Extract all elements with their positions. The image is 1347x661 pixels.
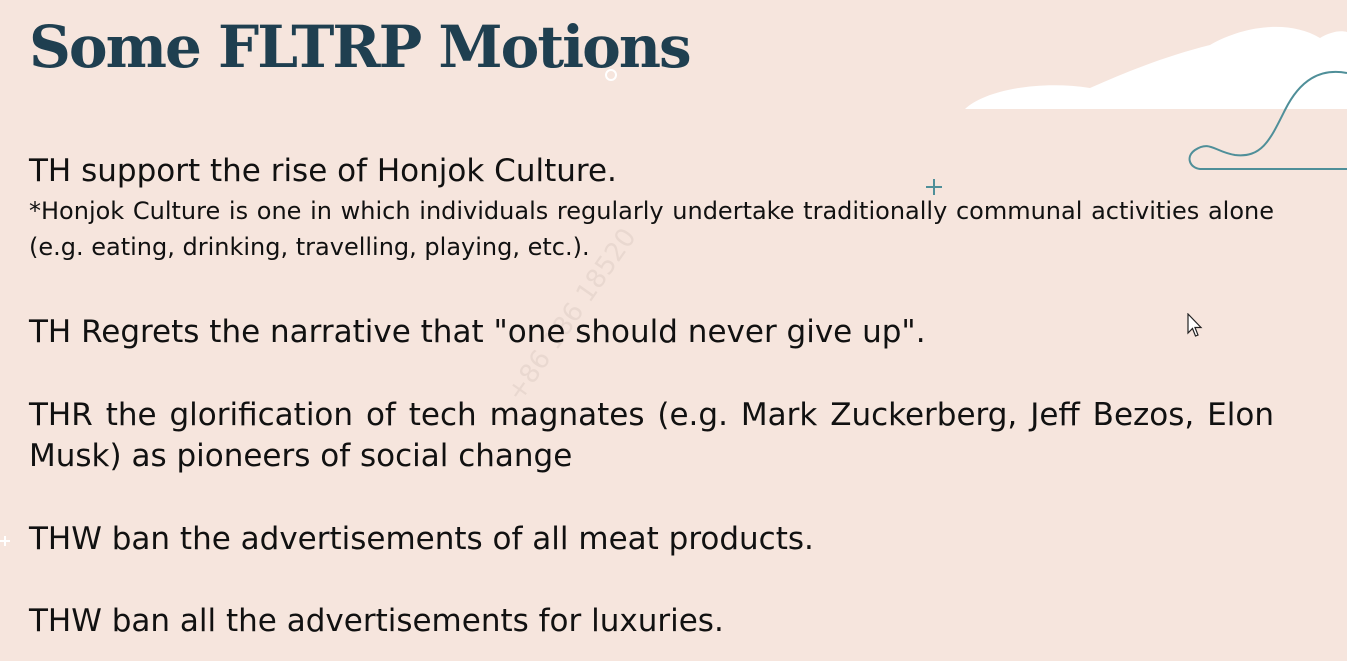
slide-title: Some FLTRP Motions — [29, 13, 692, 81]
motion-4: THW ban the advertisements of all meat p… — [29, 521, 814, 557]
cloud-shape — [965, 26, 1347, 110]
motion-1-note: *Honjok Culture is one in which individu… — [29, 197, 1274, 261]
mouse-cursor-icon — [1187, 313, 1203, 337]
sparkle-plus-left-icon — [0, 536, 10, 546]
motion-5: THW ban all the advertisements for luxur… — [29, 603, 724, 639]
motion-1: TH support the rise of Honjok Culture. — [29, 153, 617, 189]
motion-3: THR the glorification of tech magnates (… — [29, 397, 1274, 474]
motion-2: TH Regrets the narrative that "one shoul… — [29, 314, 926, 350]
